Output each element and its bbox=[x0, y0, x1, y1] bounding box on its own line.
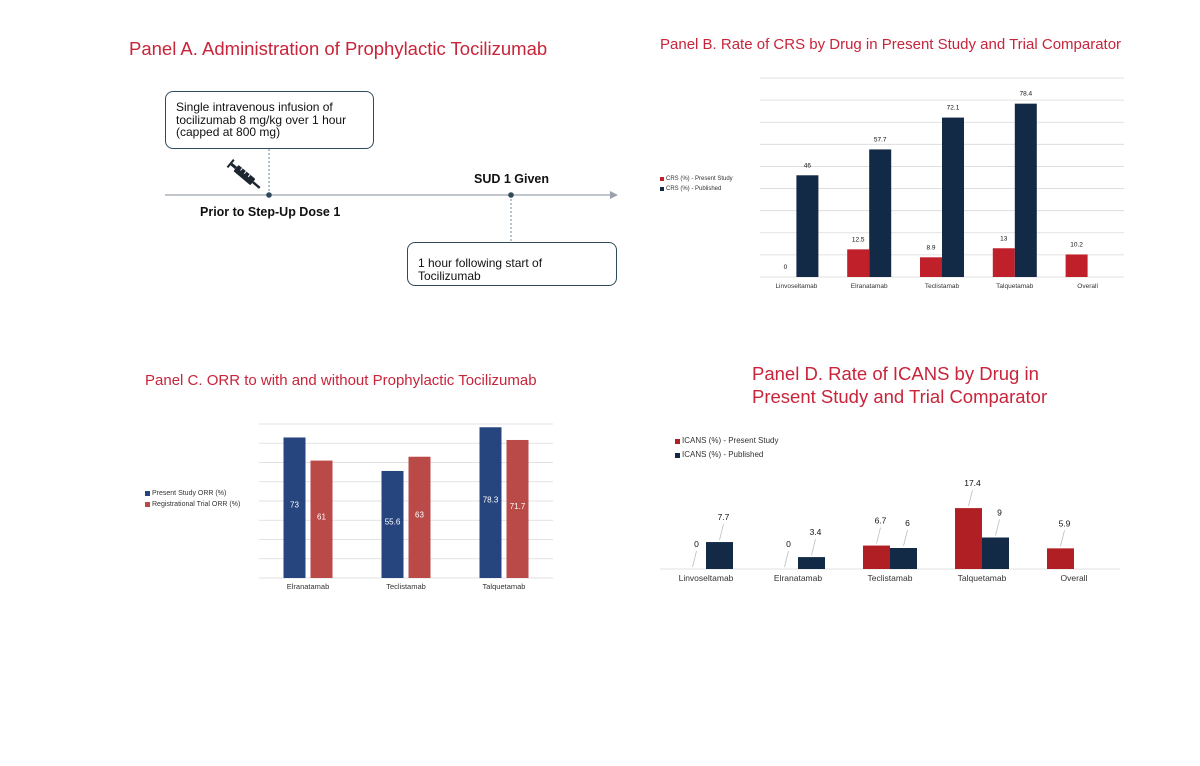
bar-present-study-orr-talquetamab bbox=[479, 427, 502, 578]
category-label: Linvoseltamab bbox=[775, 283, 817, 290]
data-label: 63 bbox=[415, 510, 424, 519]
bar-crs-present-study-elranatamab bbox=[847, 249, 870, 277]
bar-crs-present-study-teclistamab bbox=[920, 257, 942, 277]
bar-crs-present-study-talquetamab bbox=[992, 248, 1015, 277]
data-label: 55.6 bbox=[385, 517, 401, 526]
bar-present-study-orr-elranatamab bbox=[283, 437, 306, 578]
leader-line bbox=[1060, 530, 1065, 547]
legend-swatch bbox=[660, 177, 664, 181]
panel-d-title: Panel D. Rate of ICANS by Drug in Presen… bbox=[752, 363, 1048, 407]
legend-entry: ICANS (%) - Published bbox=[682, 450, 763, 459]
leader-line bbox=[876, 527, 881, 544]
category-label: Elranatamab bbox=[774, 573, 822, 583]
prior-to-step-up-label: Prior to Step-Up Dose 1 bbox=[200, 205, 341, 219]
category-label: Elranatamab bbox=[287, 582, 330, 591]
leader-line bbox=[995, 519, 1000, 536]
bar-registrational-trial-orr-talquetamab bbox=[506, 439, 529, 578]
bar-icans-published-linvoseltamab bbox=[706, 542, 733, 569]
legend-swatch bbox=[145, 502, 150, 507]
leader-line bbox=[903, 529, 908, 547]
timeline-marker-prior bbox=[266, 192, 272, 198]
bar-icans-present-study-overall bbox=[1047, 548, 1074, 569]
category-label: Linvoseltamab bbox=[679, 573, 734, 583]
category-label: Talquetamab bbox=[483, 582, 526, 591]
bar-crs-published-linvoseltamab bbox=[796, 175, 819, 277]
data-label: 78.4 bbox=[1019, 91, 1032, 98]
data-label: 6.7 bbox=[875, 516, 887, 526]
category-label: Teclistamab bbox=[925, 283, 960, 290]
legend-swatch bbox=[660, 187, 664, 191]
legend-entry: CRS (%) - Present Study bbox=[666, 176, 733, 182]
data-label: 7.7 bbox=[718, 512, 730, 522]
legend-entry: ICANS (%) - Present Study bbox=[682, 436, 778, 445]
category-label: Teclistamab bbox=[868, 573, 913, 583]
data-label: 3.4 bbox=[810, 527, 822, 537]
data-label: 12.5 bbox=[852, 236, 865, 243]
category-label: Talquetamab bbox=[958, 573, 1007, 583]
panel-a-title: Panel A. Administration of Prophylactic … bbox=[129, 38, 548, 59]
bar-crs-present-study-overall bbox=[1065, 254, 1088, 277]
bar-crs-published-teclistamab bbox=[942, 117, 964, 277]
data-label: 5.9 bbox=[1059, 518, 1071, 528]
legend-swatch bbox=[675, 453, 680, 458]
data-label: 73 bbox=[290, 501, 299, 510]
leader-line bbox=[784, 550, 789, 568]
syringe-icon bbox=[226, 159, 261, 189]
bar-registrational-trial-orr-elranatamab bbox=[310, 460, 333, 578]
data-label: 13 bbox=[1000, 235, 1008, 242]
leader-line bbox=[719, 523, 724, 541]
bar-icans-present-study-talquetamab bbox=[955, 508, 982, 569]
data-label: 46 bbox=[804, 162, 812, 169]
bar-present-study-orr-teclistamab bbox=[381, 470, 404, 578]
leader-line bbox=[968, 490, 973, 507]
data-label: 10.2 bbox=[1070, 241, 1083, 248]
infusion-description-box: Single intravenous infusion of tocilizum… bbox=[165, 91, 374, 149]
legend-entry: Registrational Trial ORR (%) bbox=[152, 501, 240, 508]
bar-icans-published-teclistamab bbox=[890, 548, 917, 569]
category-label: Teclistamab bbox=[386, 582, 426, 591]
legend-swatch bbox=[675, 439, 680, 444]
data-label: 9 bbox=[997, 508, 1002, 518]
bar-crs-published-talquetamab bbox=[1014, 103, 1037, 277]
leader-line bbox=[692, 550, 697, 568]
sud-given-label: SUD 1 Given bbox=[474, 172, 550, 186]
data-label: 72.1 bbox=[947, 105, 960, 112]
data-label: 61 bbox=[317, 512, 326, 521]
category-label: Talquetamab bbox=[996, 283, 1034, 290]
data-label: 6 bbox=[905, 518, 910, 528]
data-label: 8.9 bbox=[926, 244, 935, 251]
infusion-description-text: Single intravenous infusion of tocilizum… bbox=[176, 100, 347, 139]
timing-description-box: 1 hour following start of Tocilizumab bbox=[407, 242, 617, 286]
data-label: 0 bbox=[784, 264, 788, 271]
legend-swatch bbox=[145, 491, 150, 496]
category-label: Elranatamab bbox=[851, 283, 888, 290]
bar-registrational-trial-orr-teclistamab bbox=[408, 456, 431, 578]
timeline-marker-sud bbox=[508, 192, 514, 198]
category-label: Overall bbox=[1077, 283, 1098, 290]
data-label: 17.4 bbox=[964, 478, 981, 488]
legend-entry: CRS (%) - Published bbox=[666, 186, 721, 192]
leader-line bbox=[811, 539, 816, 556]
timing-description-text: 1 hour following start of Tocilizumab bbox=[418, 256, 543, 283]
panel-b-title: Panel B. Rate of CRS by Drug in Present … bbox=[660, 36, 1122, 53]
panel-c-title: Panel C. ORR to with and without Prophyl… bbox=[145, 372, 537, 389]
bar-icans-present-study-teclistamab bbox=[863, 545, 890, 569]
legend-entry: Present Study ORR (%) bbox=[152, 490, 226, 497]
bar-icans-published-talquetamab bbox=[982, 537, 1009, 569]
category-label: Overall bbox=[1061, 573, 1088, 583]
data-label: 0 bbox=[694, 539, 699, 549]
data-label: 78.3 bbox=[483, 496, 499, 505]
data-label: 0 bbox=[786, 539, 791, 549]
data-label: 71.7 bbox=[510, 502, 526, 511]
data-label: 57.7 bbox=[874, 136, 887, 143]
bar-icans-published-elranatamab bbox=[798, 557, 825, 569]
timeline-arrowhead bbox=[610, 191, 618, 199]
bar-crs-published-elranatamab bbox=[869, 149, 892, 277]
